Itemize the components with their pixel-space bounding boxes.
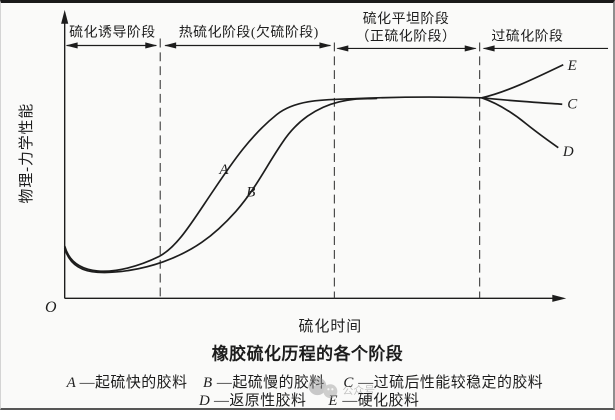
- figure-frame: 硫化诱导阶段 热硫化阶段(欠硫阶段) 硫化平坦阶段 （正硫化阶段） 过硫化阶段 …: [0, 0, 615, 410]
- caption-key-E: E: [327, 393, 337, 408]
- caption-key-D: D: [198, 393, 210, 408]
- caption-line-2: D —返原性胶料 E —硬化胶料: [198, 392, 419, 408]
- stage-label-plateau-line1: 硫化平坦阶段: [363, 11, 450, 27]
- curve-A: [63, 96, 482, 273]
- stage-label-hot-cure: 热硫化阶段(欠硫阶段): [179, 25, 319, 41]
- curve-B: [63, 97, 378, 274]
- stage-arrow-plateau: [336, 45, 477, 52]
- caption-text-E: —硬化胶料: [341, 392, 419, 408]
- y-axis-arrowhead: [61, 9, 69, 24]
- caption-text-C: —过硫后性能较稳定的胶料: [357, 373, 543, 391]
- curve-tag-B: B: [246, 185, 255, 201]
- caption-title: 橡胶硫化历程的各个阶段: [212, 344, 403, 364]
- x-axis-label: 硫化时间: [299, 318, 363, 335]
- stage-label-over-cure: 过硫化阶段: [491, 29, 563, 45]
- curve-tag-E: E: [567, 58, 577, 74]
- caption-key-A: A: [66, 375, 77, 391]
- curve-D: [481, 97, 559, 149]
- stage-arrow-over-cure: [482, 45, 609, 52]
- origin-label: O: [45, 299, 57, 316]
- curve-C: [481, 96, 563, 106]
- caption-key-B: B: [203, 375, 212, 391]
- stage-arrow-hot-cure: [164, 42, 332, 49]
- watermark-text: 公众号: [342, 384, 375, 397]
- caption-line-1: A —起硫快的胶料 B —起硫慢的胶料 C —过硫后性能较稳定的胶料: [66, 373, 543, 391]
- curve-tag-D: D: [562, 144, 574, 160]
- caption-text-A: —起硫快的胶料: [79, 374, 188, 391]
- y-axis-label: 物理-力学性能: [18, 103, 35, 204]
- x-axis: [64, 294, 567, 302]
- stage-label-induction: 硫化诱导阶段: [69, 25, 156, 41]
- caption-key-C: C: [343, 375, 354, 391]
- curve-tag-C: C: [567, 97, 578, 113]
- caption-text-B: —起硫慢的胶料: [216, 374, 325, 391]
- stage-arrow-induction: [65, 42, 158, 49]
- curve-tag-A: A: [218, 162, 229, 178]
- curve-E: [481, 63, 564, 99]
- watermark-logo: 公众号: [308, 377, 375, 399]
- stage-label-plateau-line2: （正硫化阶段）: [356, 29, 457, 45]
- vulcanization-chart: 硫化诱导阶段 热硫化阶段(欠硫阶段) 硫化平坦阶段 （正硫化阶段） 过硫化阶段 …: [18, 9, 609, 408]
- caption-text-D: —返原性胶料: [213, 392, 306, 408]
- y-axis: [61, 9, 69, 299]
- x-axis-arrowhead: [552, 294, 567, 302]
